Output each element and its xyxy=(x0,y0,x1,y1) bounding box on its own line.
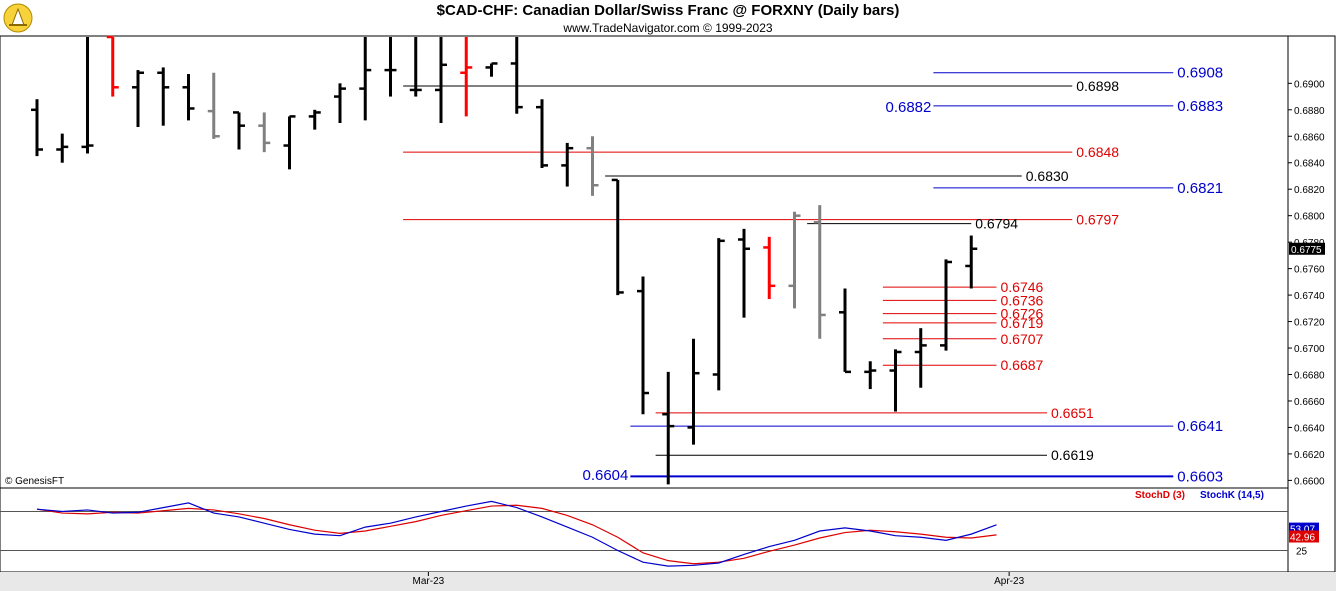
ohlc-bar xyxy=(889,349,902,412)
price-tick-label: 0.6840 xyxy=(1294,159,1325,170)
level-label-left: 0.6882 xyxy=(885,99,931,116)
ohlc-bar xyxy=(359,37,372,121)
ohlc-bar xyxy=(561,142,574,187)
price-tick-label: 0.6720 xyxy=(1294,318,1325,329)
ohlc-bar xyxy=(510,37,523,114)
level-label: 0.6619 xyxy=(1051,447,1094,463)
price-tick-label: 0.6760 xyxy=(1294,265,1325,276)
ohlc-bar xyxy=(839,288,851,374)
ohlc-bar xyxy=(914,328,927,388)
price-tick-label: 0.6700 xyxy=(1294,344,1325,355)
ohlc-bar xyxy=(586,136,599,196)
ohlc-bar xyxy=(940,259,952,351)
ohlc-bar xyxy=(435,37,447,124)
level-label: 0.6908 xyxy=(1177,65,1223,82)
ohlc-bar xyxy=(182,74,195,121)
ohlc-bar xyxy=(813,205,826,339)
date-label: Apr-23 xyxy=(994,576,1024,587)
price-tick-label: 0.6620 xyxy=(1294,450,1325,461)
trade-navigator-logo-icon xyxy=(3,3,33,33)
level-label: 0.6821 xyxy=(1177,180,1223,197)
ohlc-bar xyxy=(460,37,473,117)
stoch-d-last-label: 42.96 xyxy=(1290,532,1315,543)
price-tick-label: 0.6600 xyxy=(1294,476,1325,487)
stoch-k-last-label: 53.07 xyxy=(1290,525,1315,536)
date-axis xyxy=(0,572,1336,591)
last-price-label: 0.6775 xyxy=(1291,245,1322,256)
ohlc-bar xyxy=(788,211,801,309)
level-label: 0.6651 xyxy=(1051,405,1094,421)
level-label: 0.6707 xyxy=(1001,331,1044,347)
chart-header: $CAD-CHF: Canadian Dollar/Swiss Franc @ … xyxy=(0,0,1336,36)
stoch-k-legend: StochK (14,5) xyxy=(1200,490,1264,501)
ohlc-bar xyxy=(409,37,422,97)
chart-subtitle: www.TradeNavigator.com © 1999-2023 xyxy=(563,21,773,35)
price-tick-label: 0.6680 xyxy=(1294,371,1325,382)
level-label: 0.6736 xyxy=(1001,292,1044,308)
price-tick-label: 0.6740 xyxy=(1294,291,1325,302)
genesis-watermark: © GenesisFT xyxy=(5,476,64,487)
ohlc-bar xyxy=(132,70,144,127)
level-label: 0.6848 xyxy=(1076,144,1119,160)
ohlc-bar xyxy=(31,99,43,157)
ohlc-bar xyxy=(157,67,170,126)
ohlc-bar xyxy=(207,72,220,139)
ohlc-bar xyxy=(258,112,271,153)
ohlc-bar xyxy=(56,133,69,163)
stoch-tick-label: 25 xyxy=(1296,547,1308,558)
ohlc-bar xyxy=(485,62,498,77)
ohlc-bar xyxy=(283,115,296,170)
ohlc-bar xyxy=(763,236,776,300)
level-label: 0.6883 xyxy=(1177,98,1223,115)
price-tick-label: 0.6820 xyxy=(1294,185,1325,196)
ohlc-bar xyxy=(712,238,725,391)
date-label: Mar-23 xyxy=(413,576,445,587)
price-tick-label: 0.6660 xyxy=(1294,397,1325,408)
stoch-d-last-marker xyxy=(1289,530,1319,543)
ohlc-bar xyxy=(308,109,321,130)
ohlc-bar xyxy=(106,35,119,97)
price-tick-label: 0.6860 xyxy=(1294,132,1325,143)
level-label: 0.6830 xyxy=(1026,168,1069,184)
last-price-marker xyxy=(1289,242,1325,255)
ohlc-bar xyxy=(384,37,397,97)
stochastic-panel xyxy=(0,487,1289,573)
ohlc-bar xyxy=(738,228,750,318)
level-label: 0.6641 xyxy=(1177,418,1223,435)
ohlc-bar xyxy=(662,371,675,485)
price-axis xyxy=(1287,35,1336,573)
level-label: 0.6719 xyxy=(1001,315,1044,331)
level-label: 0.6687 xyxy=(1001,357,1044,373)
level-label-left: 0.6604 xyxy=(582,467,628,484)
ohlc-bar xyxy=(536,99,548,169)
level-label: 0.6746 xyxy=(1001,279,1044,295)
ohlc-bar xyxy=(81,37,94,154)
ohlc-bar xyxy=(965,235,978,289)
price-tick-label: 0.6880 xyxy=(1294,106,1325,117)
level-label: 0.6797 xyxy=(1076,212,1119,228)
stoch-k-line xyxy=(36,500,997,567)
level-label: 0.6794 xyxy=(975,216,1018,232)
price-tick-label: 0.6800 xyxy=(1294,212,1325,223)
stoch-d-legend: StochD (3) xyxy=(1135,490,1185,501)
level-label: 0.6726 xyxy=(1001,306,1044,322)
ohlc-bar xyxy=(637,276,649,415)
ohlc-bar xyxy=(334,83,346,124)
level-label: 0.6603 xyxy=(1177,468,1223,485)
ohlc-bar xyxy=(687,338,700,445)
price-tick-label: 0.6900 xyxy=(1294,79,1325,90)
price-tick-label: 0.6640 xyxy=(1294,423,1325,434)
ohlc-bar xyxy=(864,361,877,390)
stoch-d-line xyxy=(36,504,997,565)
chart-title: $CAD-CHF: Canadian Dollar/Swiss Franc @ … xyxy=(436,2,900,19)
ohlc-bar xyxy=(233,111,245,150)
price-panel xyxy=(0,35,1289,489)
level-label: 0.6898 xyxy=(1076,78,1119,94)
ohlc-bar xyxy=(611,178,624,296)
